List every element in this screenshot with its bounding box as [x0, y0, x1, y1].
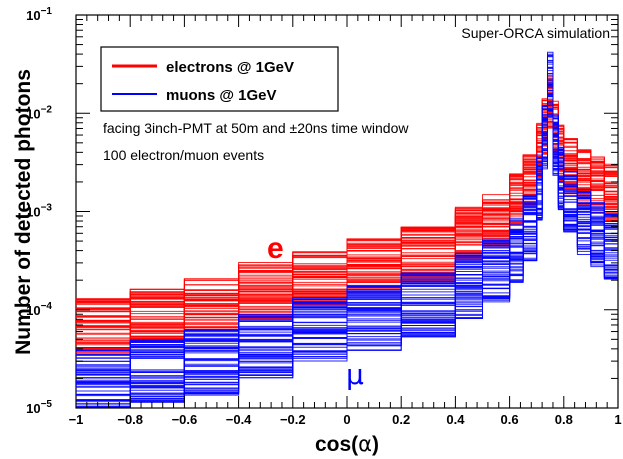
series-muons [76, 51, 618, 408]
x-tick-label: 0.2 [392, 412, 410, 427]
x-tick-label: −0.6 [172, 412, 198, 427]
x-tick-label: 0.8 [555, 412, 573, 427]
annotation-events: 100 electron/muon events [103, 147, 264, 163]
y-tick-label: 10−4 [26, 301, 52, 318]
annotation-pmt: facing 3inch-PMT at 50m and ±20ns time w… [103, 120, 409, 136]
legend-box [100, 46, 339, 112]
y-tick-label: 10−3 [26, 203, 52, 220]
legend-label-muons: muons @ 1GeV [166, 87, 277, 104]
x-tick-label: −0.8 [117, 412, 143, 427]
chart-title: Super-ORCA simulation [461, 25, 610, 41]
event-trace [76, 107, 618, 339]
electron-label: e [267, 232, 284, 265]
x-tick-label: 1 [614, 412, 621, 427]
event-trace [76, 84, 618, 400]
x-tick-label: −0.4 [226, 412, 252, 427]
muon-label: μ [346, 358, 364, 391]
y-tick-label: 10−2 [26, 104, 52, 121]
ticks-layer [75, 14, 619, 409]
y-axis-title: Number of detected photons [12, 69, 35, 355]
legend: electrons @ 1GeV muons @ 1GeV [100, 46, 339, 112]
y-tick-labels: 10−5 10−4 10−3 10−2 10−1 [26, 6, 52, 416]
y-tick-label: 10−5 [26, 399, 52, 416]
event-trace [76, 94, 618, 379]
series-layer [76, 51, 618, 408]
x-axis-title: cos(α) [315, 432, 379, 456]
y-tick-label: 10−1 [26, 6, 52, 23]
x-tick-label: 0.6 [501, 412, 519, 427]
x-tick-label: 0 [343, 412, 350, 427]
x-tick-label: −1 [69, 412, 84, 427]
x-tick-label: −0.2 [280, 412, 306, 427]
legend-label-electrons: electrons @ 1GeV [166, 59, 294, 76]
x-tick-labels: −1 −0.8 −0.6 −0.4 −0.2 0 0.2 0.4 0.6 0.8 1 [69, 412, 622, 427]
x-tick-label: 0.4 [446, 412, 465, 427]
